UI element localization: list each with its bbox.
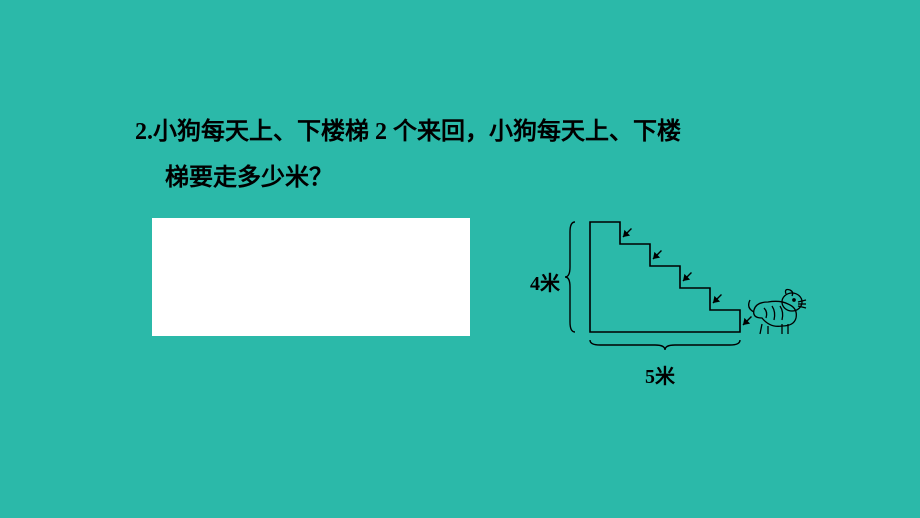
- staircase-outline: [590, 222, 740, 332]
- answer-box: [152, 218, 470, 336]
- dog-icon: [749, 290, 806, 335]
- height-label: 4米: [530, 267, 560, 296]
- bottom-brace: [590, 340, 740, 350]
- stairs-figure: 4米 5米: [510, 212, 840, 382]
- width-label: 5米: [645, 360, 675, 389]
- stair-arrows: [620, 226, 754, 328]
- problem-line-1: 小狗每天上、下楼梯 2 个来回，小狗每天上、下楼: [153, 119, 681, 145]
- stairs-svg: [510, 212, 840, 382]
- problem-text: 2.小狗每天上、下楼梯 2 个来回，小狗每天上、下楼 梯要走多少米？: [135, 110, 835, 201]
- slide-page: 2.小狗每天上、下楼梯 2 个来回，小狗每天上、下楼 梯要走多少米？: [0, 0, 920, 518]
- problem-line-2: 梯要走多少米？: [135, 156, 835, 202]
- left-brace: [565, 222, 575, 332]
- problem-number: 2.: [135, 119, 153, 145]
